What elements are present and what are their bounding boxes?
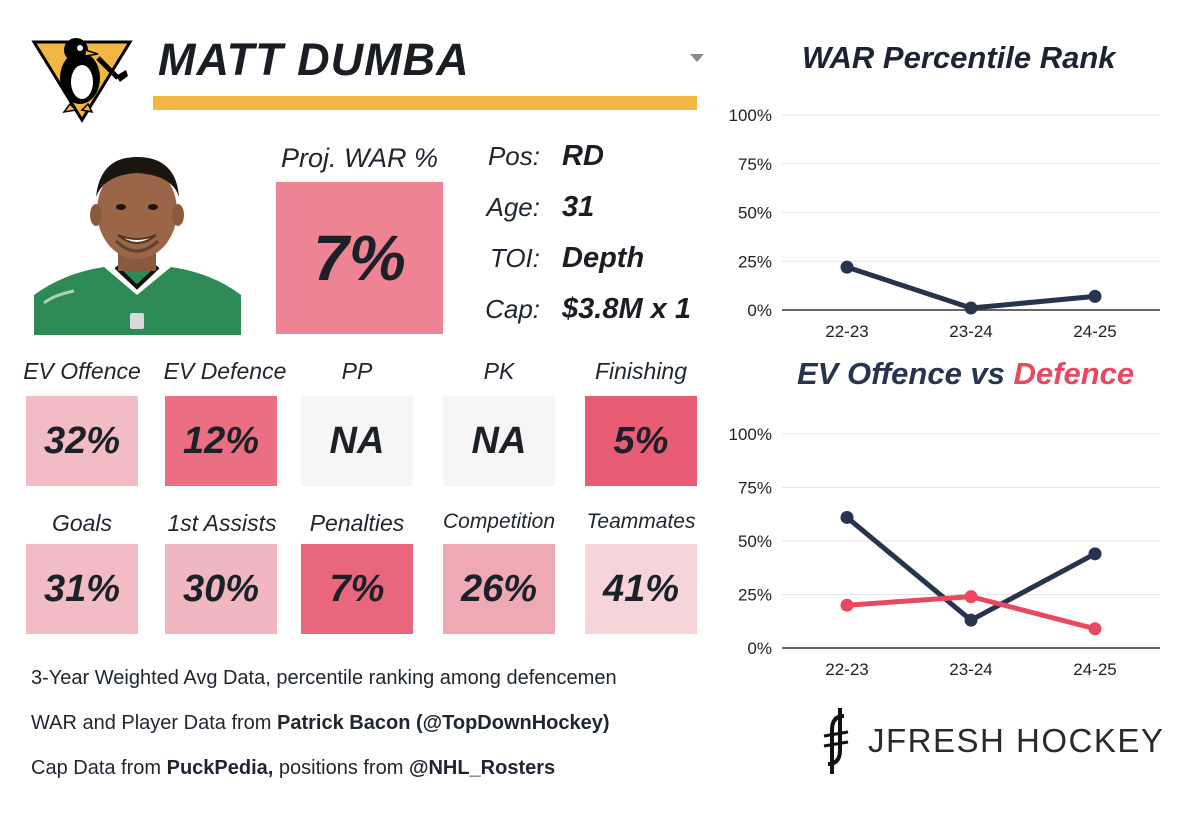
chart1-series-point [964, 301, 978, 315]
chart2-ytick-label: 0% [747, 639, 772, 658]
tile-label-pk: PK [483, 358, 515, 384]
tile-label-pp: PP [341, 358, 373, 384]
chart1-title: WAR Percentile Rank [802, 40, 1116, 75]
chart1-ytick-label: 0% [747, 301, 772, 320]
chart2-series-point [1088, 547, 1102, 561]
penguins-logo-icon [30, 20, 134, 124]
chart2-series-point [1088, 622, 1102, 636]
footer-cap-prefix: Cap Data from [31, 757, 167, 779]
tile-label-ev-defence: EV Defence [163, 358, 287, 384]
tile-teammates: 41% [585, 544, 697, 634]
chart1-ytick-label: 75% [738, 155, 772, 174]
tile-ev-offence: 32% [26, 396, 138, 486]
brand-wordmark: JFRESH HOCKEY [868, 722, 1165, 759]
tile-penalties: 7% [301, 544, 413, 634]
chart1-series-point [840, 260, 854, 274]
tile-pk: NA [443, 396, 555, 486]
chart2-series-point [840, 510, 854, 524]
chart1-ytick-label: 25% [738, 252, 772, 271]
chart1-xtick-label: 22-23 [825, 322, 868, 341]
footer-cap-mid: positions from [273, 757, 409, 779]
chart2-ytick-label: 75% [738, 479, 772, 498]
cap-label: Cap: [485, 294, 540, 324]
tile-ev-defence: 12% [165, 396, 277, 486]
player-name: MATT DUMBA [158, 34, 470, 85]
chart2-series-point [964, 590, 978, 604]
tile-pp: NA [301, 396, 413, 486]
age-label: Age: [486, 192, 541, 222]
toi-label: TOI: [489, 243, 540, 273]
footer-note-method: 3-Year Weighted Avg Data, percentile ran… [31, 667, 617, 689]
chart1-ytick-label: 50% [738, 204, 772, 223]
tile-label-ev-offence: EV Offence [23, 358, 141, 384]
pos-value: RD [562, 140, 604, 172]
tile-label-penalties: Penalties [309, 510, 405, 536]
chart2-ytick-label: 25% [738, 586, 772, 605]
toi-value: Depth [562, 242, 645, 274]
footer-cap-source: PuckPedia, [166, 757, 274, 779]
chart2-xtick-label: 22-23 [825, 660, 868, 679]
cap-value: $3.8M x 1 [562, 293, 691, 325]
chart2-ytick-label: 100% [729, 425, 772, 444]
tile-goals: 31% [26, 544, 138, 634]
caret-down-icon[interactable] [690, 54, 704, 62]
footer-note-cap-source: Cap Data from PuckPedia, positions from … [31, 757, 555, 780]
tile-label-goals: Goals [51, 510, 113, 536]
tile-label-1st-assists: 1st Assists [167, 510, 277, 536]
projected-war-value: 7% [276, 182, 443, 334]
tile-label-finishing: Finishing [594, 358, 688, 384]
name-underline [153, 96, 697, 110]
tile-finishing: 5% [585, 396, 697, 486]
jfresh-logo-icon [816, 706, 856, 776]
tile-1st-assists: 30% [165, 544, 277, 634]
tile-label-teammates: Teammates [586, 510, 696, 533]
chart2-xtick-label: 23-24 [949, 660, 992, 679]
ev-offence-defence-chart: 0% 25% 50% 75% 100% 22-23 23-24 24-25 [729, 425, 1160, 679]
chart2-xtick-label: 24-25 [1073, 660, 1116, 679]
player-headshot-image [34, 145, 241, 335]
age-value: 31 [562, 191, 595, 223]
pos-label: Pos: [487, 141, 540, 171]
footer-position-source: @NHL_Rosters [408, 757, 556, 779]
chart2-ytick-label: 50% [738, 532, 772, 551]
projected-war-label: Proj. WAR % [280, 143, 439, 173]
chart1-xtick-label: 23-24 [949, 322, 992, 341]
footer-war-source: Patrick Bacon (@TopDownHockey) [277, 712, 610, 734]
footer-note-war-source: WAR and Player Data from Patrick Bacon (… [31, 712, 610, 735]
chart2-series-point [964, 613, 978, 627]
chart1-series-point [1088, 289, 1102, 303]
chart1-ytick-label: 100% [729, 106, 772, 125]
chart2-title-defence: Defence [1013, 356, 1135, 391]
chart2-title-offence: EV Offence vs [797, 356, 1014, 391]
chart2-series-point [840, 598, 854, 612]
footer-war-prefix: WAR and Player Data from [31, 712, 278, 734]
chart2-title: EV Offence vs Defence [797, 356, 1134, 392]
war-percentile-chart: 0% 25% 50% 75% 100% 22-23 23-24 24-25 [729, 106, 1160, 341]
chart1-xtick-label: 24-25 [1073, 322, 1116, 341]
tile-competition: 26% [443, 544, 555, 634]
tile-label-competition: Competition [442, 510, 556, 533]
